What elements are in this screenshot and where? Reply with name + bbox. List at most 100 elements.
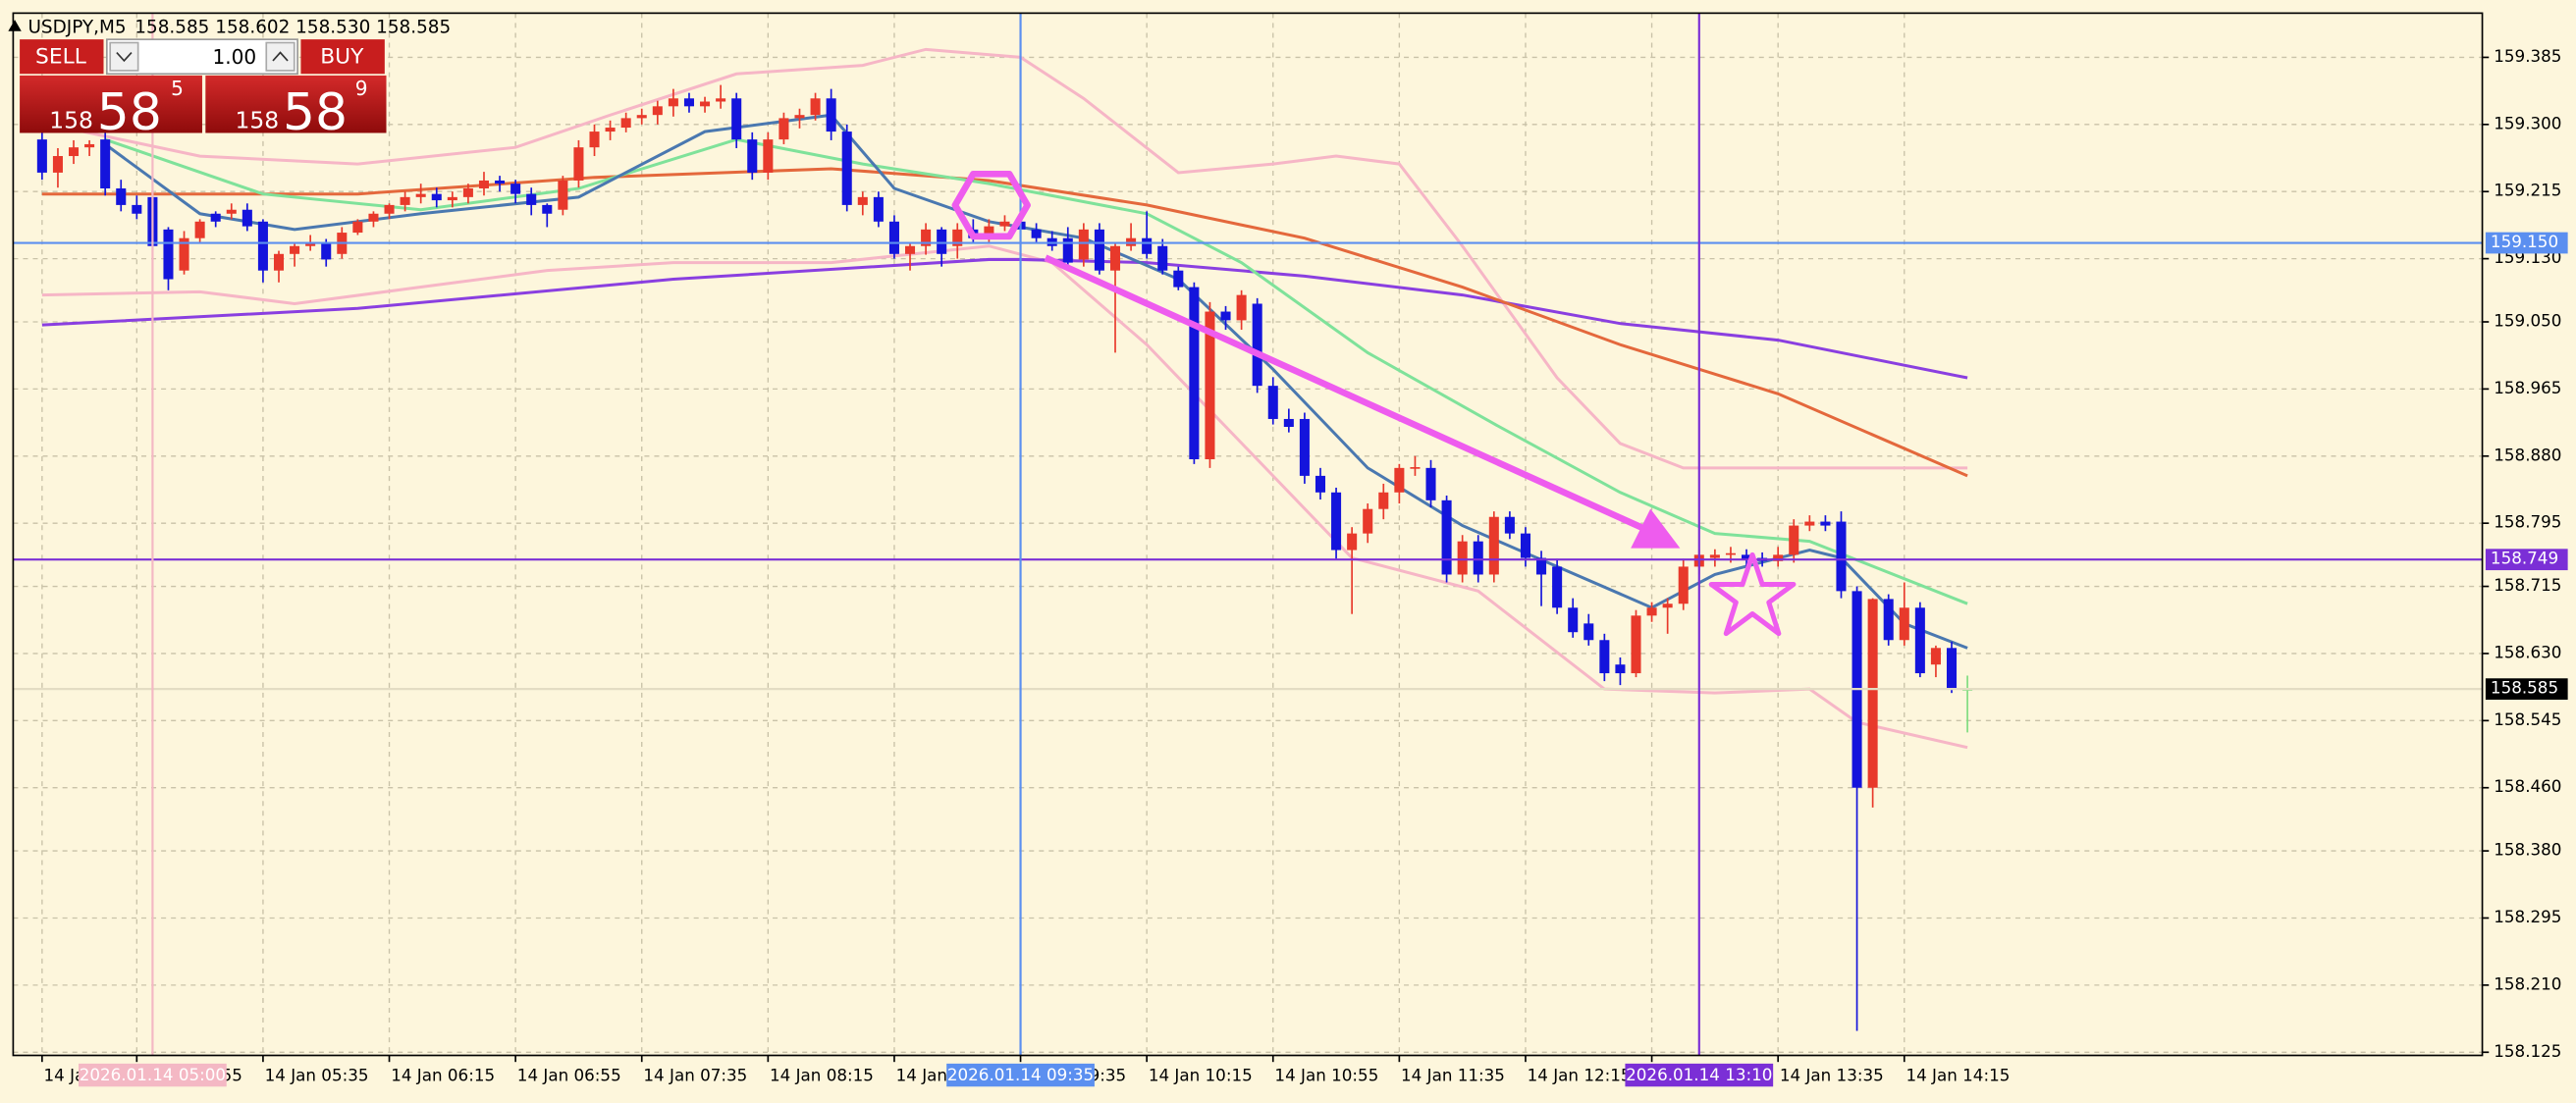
candle-body (1930, 648, 1941, 665)
candle-body (589, 131, 600, 148)
candle-body (1220, 311, 1231, 321)
x-tick-label: 14 Jan 05:35 (265, 1066, 369, 1085)
y-tick-label: 158.295 (2494, 907, 2561, 926)
candle-body (526, 193, 537, 205)
y-tick-label: 158.380 (2494, 840, 2561, 860)
candle-body (1457, 541, 1468, 575)
candle-body (1331, 492, 1342, 551)
x-tick-label: 14 Jan 08:15 (770, 1066, 874, 1085)
candle-body (1583, 623, 1594, 641)
sell-price-box[interactable] (20, 75, 202, 133)
lot-down[interactable] (109, 41, 139, 72)
y-tick-label: 158.545 (2494, 709, 2561, 729)
candle-body (652, 106, 663, 116)
candle-body (558, 180, 568, 210)
candle-body (668, 98, 678, 107)
candle-body (257, 221, 268, 271)
candle-body (273, 253, 285, 271)
candle-body (52, 156, 63, 173)
candle-body (179, 237, 189, 271)
sell-button[interactable] (20, 39, 104, 75)
star-annotation (1708, 552, 1797, 637)
candle-body (290, 245, 300, 254)
candle-body (1347, 533, 1358, 551)
candle-body (100, 139, 111, 189)
candle-body (873, 196, 884, 222)
candle-body (984, 226, 994, 238)
candle-body (1283, 418, 1294, 428)
candle-body (1914, 607, 1925, 674)
trade-panel: SELL 1.00 BUY 158 58 5 158 58 9 (20, 38, 387, 142)
candle-body (700, 101, 711, 107)
sell-point: 5 (171, 77, 184, 100)
y-tick-label: 158.965 (2494, 378, 2561, 397)
candle-body (1883, 599, 1894, 641)
price-level-label: 159.150 (2491, 232, 2558, 251)
candle-body (1568, 607, 1579, 633)
candle-body (1678, 566, 1689, 604)
candle-body (857, 196, 868, 205)
y-tick-label: 158.715 (2494, 575, 2561, 595)
price-level-box (2485, 678, 2568, 701)
candle-body (305, 242, 316, 246)
candle-body (1173, 270, 1184, 288)
candle-body (1804, 521, 1815, 526)
hexagon-annotation (951, 170, 1031, 240)
candle-body (937, 229, 947, 254)
buy-big: 158 (235, 106, 279, 133)
indicator-line (41, 244, 1968, 750)
candle-body (1488, 516, 1499, 575)
candle-body (415, 193, 426, 197)
indicator-line (41, 47, 1968, 470)
time-level-box (79, 1063, 227, 1087)
candle-body (605, 128, 616, 132)
x-tick-label: 14 Jan 06:15 (391, 1066, 495, 1085)
collapse-icon[interactable] (8, 20, 22, 31)
candle-body (841, 131, 852, 205)
x-tick-label: 14 Jan 13:35 (1780, 1066, 1884, 1085)
candle-body (400, 196, 410, 205)
candle-body (1031, 229, 1042, 238)
candle-body (1142, 237, 1153, 254)
up-icon (272, 51, 289, 62)
y-tick-label: 158.210 (2494, 973, 2561, 993)
ohlc: 158.585 158.602 158.530 158.585 (134, 17, 451, 37)
x-tick-label: 14 Jan 14:15 (1905, 1066, 2010, 1085)
candle-body (636, 115, 647, 119)
candle-body (1109, 245, 1121, 271)
candle-body (1425, 467, 1436, 500)
buy-label: BUY (320, 45, 364, 70)
candle-body (462, 188, 473, 197)
y-tick-label: 158.460 (2494, 776, 2561, 796)
candle-body (478, 180, 490, 189)
arrow-annotation (1044, 254, 1645, 532)
candle-body (1520, 533, 1530, 558)
candle-body (1205, 311, 1215, 459)
candle-body (1599, 640, 1610, 674)
candle-body (778, 118, 789, 140)
time-level-box (946, 1063, 1095, 1087)
x-tick-label: 14 Jan 10:55 (1274, 1066, 1378, 1085)
candle-body (1662, 604, 1673, 608)
candle-body (1504, 516, 1515, 534)
buy-price-box[interactable] (205, 75, 387, 133)
annotations (951, 170, 1797, 637)
y-tick-label: 159.385 (2494, 46, 2561, 66)
y-tick-label: 158.795 (2494, 512, 2561, 532)
candle-body (1631, 615, 1641, 674)
candle-body (1473, 541, 1483, 575)
time-level-box (1625, 1063, 1774, 1087)
candle-body (1157, 245, 1168, 271)
candle-body (321, 242, 332, 260)
price-level-box (2485, 549, 2568, 571)
y-tick-label: 159.215 (2494, 181, 2561, 200)
candle-body (747, 139, 758, 173)
buy-button[interactable] (300, 39, 385, 75)
sell-big: 158 (49, 106, 93, 133)
lot-value: 1.00 (212, 45, 256, 69)
candle-body (573, 147, 584, 181)
plot-border (12, 12, 2484, 1057)
candle-body (352, 221, 363, 234)
lot-up[interactable] (265, 41, 295, 72)
